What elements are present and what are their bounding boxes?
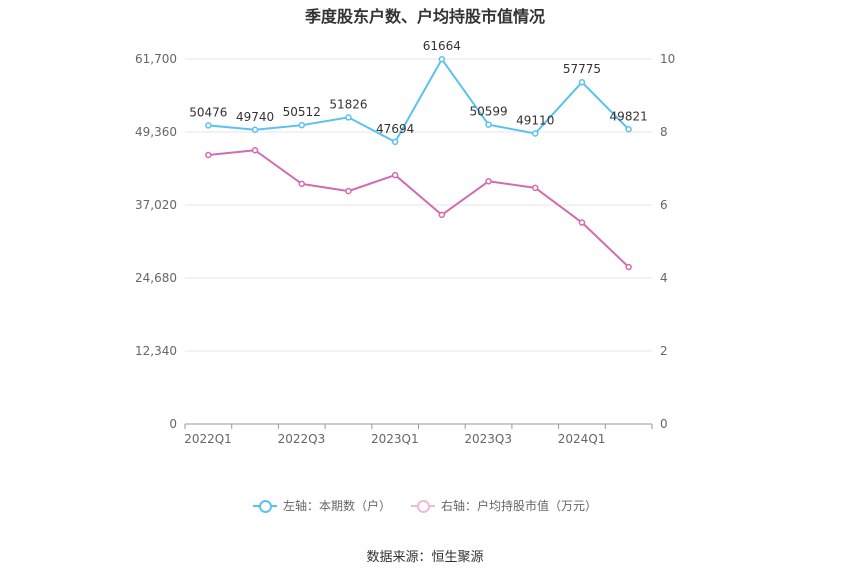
- legend-swatch-market-value: [411, 499, 435, 513]
- data-point: [298, 180, 305, 188]
- right-axis-tick-label: 8: [660, 125, 668, 139]
- data-point: [345, 187, 352, 195]
- data-point: [251, 147, 259, 154]
- data-point: [298, 121, 305, 129]
- legend: 左轴：本期数（户） 右轴：户均持股市值（万元）: [0, 497, 850, 514]
- data-point: [578, 219, 586, 226]
- data-labels: 50476 49740 50512 51826 47694 61664 50599 49110…: [189, 39, 647, 136]
- left-axis-tick-label: 12,340: [135, 344, 177, 358]
- source-note: 数据来源：恒生聚源: [366, 550, 484, 565]
- data-point: [438, 211, 446, 219]
- data-point: [485, 178, 492, 185]
- series-lines: [205, 55, 632, 271]
- left-axis-tick-label: 0: [169, 417, 177, 431]
- axes: 0 0 12,340 2 24,680 4 37,020 6 49,360 8 61,700 10 20…: [135, 52, 675, 446]
- data-point: [532, 184, 539, 192]
- x-axis-tick-label: 2022Q3: [278, 432, 326, 446]
- grid-lines: [185, 58, 652, 352]
- right-axis-tick-label: 0: [660, 417, 668, 431]
- data-label: 57775: [563, 62, 601, 76]
- data-point: [625, 126, 632, 133]
- data-label: 49110: [516, 113, 554, 127]
- data-point: [391, 171, 399, 179]
- x-axis-tick-label: 2023Q3: [464, 432, 512, 446]
- data-point: [532, 130, 539, 137]
- legend-item-market-value[interactable]: 右轴：户均持股市值（万元）: [411, 497, 597, 514]
- chart-title: 季度股东户数、户均持股市值情况: [304, 7, 545, 26]
- data-label: 49821: [610, 109, 648, 123]
- left-axis-tick-label: 24,680: [135, 271, 177, 285]
- data-label: 50512: [283, 105, 321, 119]
- legend-item-households[interactable]: 左轴：本期数（户）: [252, 497, 391, 514]
- data-point: [485, 121, 492, 128]
- left-axis-tick-label: 61,700: [135, 52, 177, 66]
- data-point: [205, 122, 212, 129]
- legend-swatch-households: [252, 499, 277, 513]
- data-point: [345, 114, 352, 121]
- data-label: 51826: [329, 97, 367, 111]
- data-point: [251, 126, 259, 134]
- right-axis-tick-label: 2: [660, 344, 668, 358]
- series-line-0: [208, 58, 630, 143]
- data-label: 50476: [189, 105, 227, 119]
- legend-label-market-value: 右轴：户均持股市值（万元）: [441, 499, 598, 513]
- x-axis-tick-label: 2022Q1: [184, 432, 232, 446]
- series-line-1: [208, 149, 630, 268]
- data-point: [625, 263, 632, 271]
- data-label: 50599: [469, 105, 507, 119]
- legend-label-households: 左轴：本期数（户）: [282, 499, 391, 513]
- data-point: [438, 55, 446, 63]
- right-axis-tick-label: 4: [660, 271, 668, 285]
- left-axis-tick-label: 37,020: [135, 198, 177, 212]
- right-axis-tick-label: 6: [660, 198, 668, 212]
- data-point: [391, 138, 399, 146]
- data-label: 47694: [376, 122, 414, 136]
- x-axis-tick-label: 2023Q1: [371, 432, 419, 446]
- data-point: [578, 78, 586, 86]
- data-label: 49740: [236, 110, 274, 124]
- left-axis-tick-label: 49,360: [135, 125, 177, 139]
- data-label: 61664: [423, 39, 461, 53]
- x-axis-tick-label: 2024Q1: [558, 432, 606, 446]
- data-point: [205, 151, 212, 159]
- right-axis-tick-label: 10: [660, 52, 675, 66]
